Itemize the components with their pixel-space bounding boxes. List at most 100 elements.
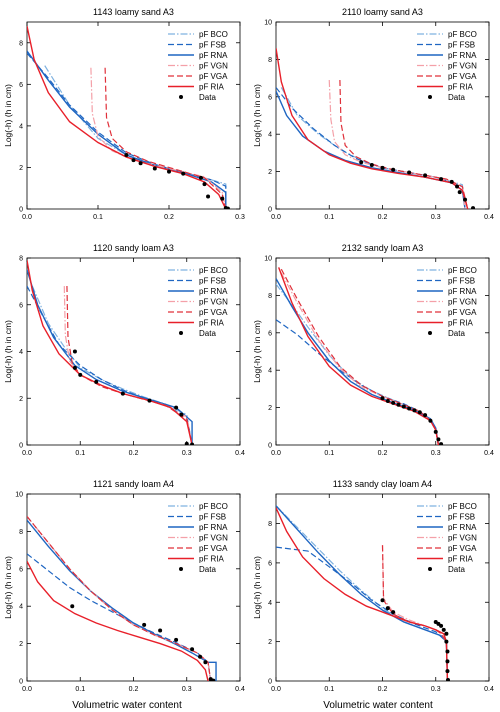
data-point: [439, 442, 444, 445]
data-point: [124, 152, 129, 157]
x-tick-label: 0.4: [484, 214, 494, 221]
data-point: [181, 171, 186, 176]
y-tick-label: 6: [268, 94, 272, 101]
data-point: [439, 177, 444, 182]
data-point: [463, 197, 468, 202]
legend-label: pF BCO: [448, 30, 477, 39]
series-line-pf-ria: [276, 507, 449, 681]
data-point: [433, 429, 438, 434]
y-tick-label: 0: [268, 679, 272, 686]
y-axis-label: Log(-h) (h in cm): [3, 84, 13, 147]
data-point: [391, 610, 396, 615]
data-point: [72, 365, 77, 370]
x-tick-label: 0.3: [182, 686, 192, 693]
series-line-pf-bco: [280, 87, 466, 209]
x-tick-label: 0.0: [271, 686, 281, 693]
legend-label: pF RNA: [448, 287, 477, 296]
data-point: [359, 160, 364, 165]
y-tick-label: 6: [19, 566, 23, 573]
y-tick-label: 0: [19, 679, 23, 686]
data-point: [457, 190, 462, 195]
panel-3: 1120 sandy loam A3 0.0 0.1 0.2 0.3 0.4 0 2 4 6 8 Lo…: [3, 243, 245, 457]
series-line-pf-fsb: [27, 285, 193, 445]
data-point: [428, 418, 433, 423]
x-tick-label: 0.2: [378, 686, 388, 693]
series-line-pf-fsb: [276, 546, 449, 681]
y-tick-label: 2: [19, 641, 23, 648]
legend-label: pF FSB: [199, 513, 226, 522]
series-group: [27, 26, 230, 209]
y-tick-label: 2: [268, 169, 272, 176]
data-point: [78, 372, 83, 377]
legend-label: pF VGA: [199, 308, 228, 317]
y-tick-label: 6: [268, 560, 272, 567]
legend-label: pF RIA: [448, 319, 474, 328]
y-tick-label: 6: [19, 302, 23, 309]
panel-1: 1143 loamy sand A3 0.0 0.1 0.2 0.3 0 2 4 6 8 Log(-…: [3, 7, 245, 221]
y-tick-label: 4: [268, 600, 272, 607]
data-point: [152, 166, 157, 171]
x-tick-label: 0.3: [182, 450, 192, 457]
x-tick-label: 0.2: [164, 214, 174, 221]
panel-title: 1143 loamy sand A3: [93, 7, 174, 17]
data-point: [380, 165, 385, 170]
y-tick-label: 6: [268, 330, 272, 337]
y-tick-label: 4: [19, 349, 23, 356]
y-tick-label: 2: [19, 396, 23, 403]
x-tick-label: 0.3: [431, 686, 441, 693]
y-tick-label: 0: [268, 207, 272, 214]
data-point: [444, 639, 449, 644]
data-point: [436, 437, 441, 442]
data-point: [380, 598, 385, 603]
data-point: [72, 349, 77, 354]
legend-label: Data: [199, 329, 216, 338]
x-tick-label: 0.2: [378, 450, 388, 457]
legend-label: pF VGA: [199, 72, 228, 81]
series-line-pf-fsb: [27, 553, 212, 681]
x-tick-label: 0.1: [75, 450, 85, 457]
x-tick-label: 0.2: [129, 686, 139, 693]
x-tick-label: 0.1: [324, 450, 334, 457]
data-point: [174, 637, 179, 642]
data-point: [439, 623, 444, 628]
data-point: [94, 379, 99, 384]
x-tick-label: 0.1: [75, 686, 85, 693]
series-line-pf-rna: [276, 90, 466, 209]
data-point: [471, 206, 476, 209]
data-point: [211, 678, 216, 681]
series-line-pf-vga: [104, 67, 227, 209]
y-tick-label: 2: [268, 405, 272, 412]
data-point: [396, 402, 401, 407]
data-point: [391, 167, 396, 172]
series-group: [276, 505, 450, 681]
x-tick-label: 0.4: [235, 686, 245, 693]
legend-label: pF VGA: [448, 544, 477, 553]
series-line-pf-vga: [66, 286, 193, 445]
legend-label: pF RIA: [199, 83, 225, 92]
series-line-pf-vgn: [27, 516, 212, 681]
y-tick-label: 4: [19, 604, 23, 611]
data-point: [391, 400, 396, 405]
y-axis-label: Log(-h) (h in cm): [252, 320, 262, 383]
data-point: [445, 659, 450, 664]
y-tick-label: 8: [19, 40, 23, 47]
legend-label: pF VGN: [199, 62, 228, 71]
plot-frame: [26, 21, 241, 210]
legend-marker-data: [179, 567, 183, 571]
data-point: [445, 649, 450, 654]
legend-label: pF BCO: [448, 502, 477, 511]
panel-5: 1121 sandy loam A4 0.0 0.1 0.2 0.3 0.4 0 2 4 6 8 10…: [3, 479, 245, 693]
x-tick-label: 0.2: [378, 214, 388, 221]
data-point: [147, 398, 152, 403]
y-axis-label: Log(-h) (h in cm): [252, 84, 262, 147]
data-point: [449, 179, 454, 184]
legend-label: pF RNA: [199, 523, 228, 532]
series-line-pf-vga: [27, 516, 212, 681]
series-group: [27, 260, 195, 445]
legend-label: Data: [199, 565, 216, 574]
series-line-pf-ria: [27, 26, 227, 209]
data-point: [142, 622, 147, 627]
legend-marker-data: [428, 567, 432, 571]
legend-label: pF VGN: [448, 298, 477, 307]
